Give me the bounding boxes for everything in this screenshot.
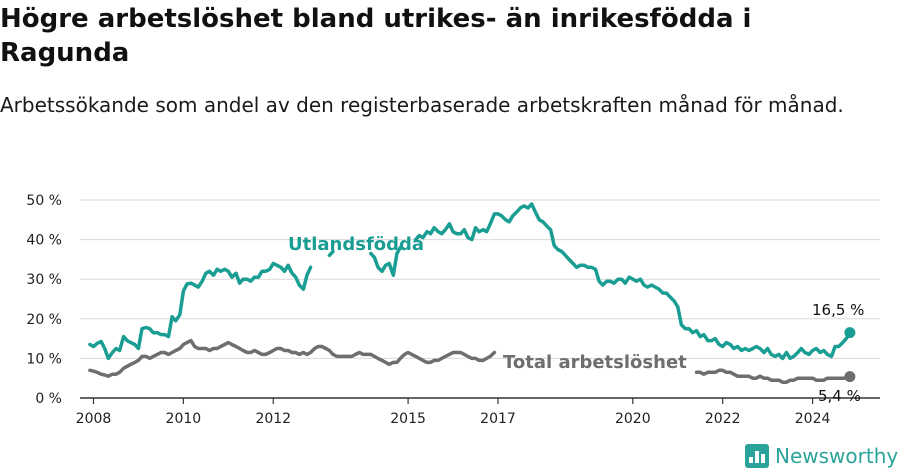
y-tick-label: 50 % (26, 193, 62, 209)
x-tick-label: 2008 (76, 411, 112, 427)
series-line-total (694, 368, 852, 384)
end-value-total: 5,4 % (818, 387, 861, 405)
gridlines (80, 199, 880, 359)
y-tick-label: 0 % (35, 391, 62, 407)
series-line-utlandsfodda (369, 245, 403, 277)
x-tick-label: 2020 (615, 411, 651, 427)
end-value-utlandsfodda: 16,5 % (812, 301, 864, 319)
newsworthy-logo: Newsworthy (745, 442, 898, 470)
x-tick-label: 2017 (480, 411, 516, 427)
end-point-utlandsfodda (844, 327, 856, 339)
x-axis: 2008 2010 2012 2015 2017 2020 2022 2024 (76, 397, 880, 427)
y-tick-label: 40 % (26, 233, 62, 249)
series-line-utlandsfodda (413, 202, 852, 361)
series-line-utlandsfodda (327, 249, 335, 258)
x-tick-label: 2024 (795, 411, 831, 427)
brand-name: Newsworthy (775, 444, 899, 468)
x-tick-label: 2015 (390, 411, 426, 427)
x-tick-label: 2022 (705, 411, 741, 427)
series-line-utlandsfodda (88, 261, 313, 361)
chart-title: Högre arbetslöshet bland utrikes- än inr… (0, 4, 752, 68)
y-tick-label: 30 % (26, 272, 62, 288)
y-tick-label: 20 % (26, 312, 62, 328)
x-tick-label: 2010 (166, 411, 202, 427)
series-label-utlandsfodda: Utlandsfödda (288, 234, 424, 255)
end-point-total (844, 371, 856, 383)
bar-chart-logo-icon (745, 444, 769, 468)
series-label-total: Total arbetslöshet (503, 352, 687, 373)
x-tick-label: 2012 (255, 411, 291, 427)
y-tick-label: 10 % (26, 351, 62, 367)
series-labels: Utlandsfödda Total arbetslöshet 16,5 % 5… (288, 234, 864, 405)
series-lines (88, 202, 856, 384)
chart-subtitle: Arbetssökande som andel av den registerb… (0, 93, 844, 117)
series-line-total (88, 338, 497, 378)
y-axis: 0 % 10 % 20 % 30 % 40 % 50 % (26, 193, 62, 407)
